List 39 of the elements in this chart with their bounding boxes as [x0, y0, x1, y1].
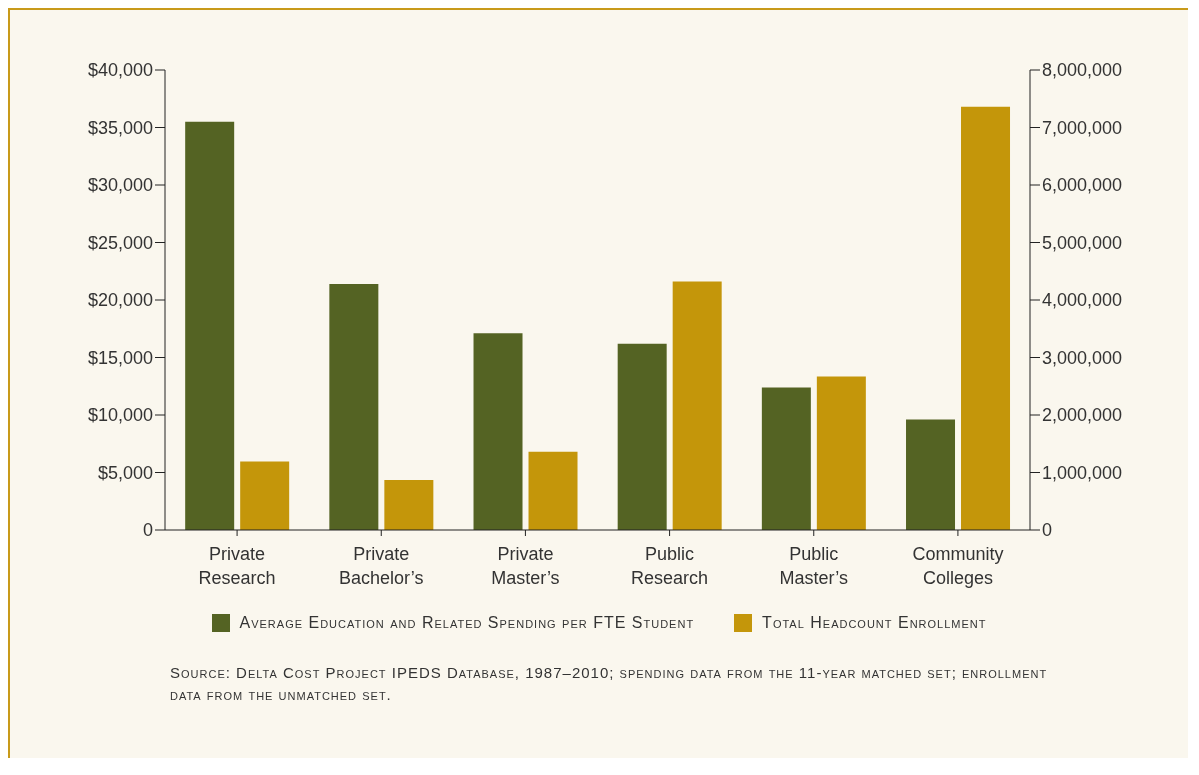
bar [473, 333, 523, 530]
bar [961, 106, 1011, 530]
y2-tick-label: 0 [1042, 520, 1053, 541]
y-tick-label: $10,000 [87, 405, 153, 426]
bar [672, 281, 722, 530]
y-tick-label: $5,000 [97, 462, 153, 483]
y2-tick-label: 2,000,000 [1042, 405, 1123, 426]
x-tick-label: Public Research [631, 544, 709, 588]
bar [384, 479, 434, 530]
x-tick-label: Private Master’s [491, 544, 560, 588]
legend-label: Total Headcount Enrollment [762, 614, 987, 632]
bar [617, 343, 667, 530]
bar [906, 419, 956, 530]
x-tick-label: Private Bachelor’s [339, 544, 424, 588]
bar [240, 461, 290, 530]
y2-tick-label: 3,000,000 [1042, 347, 1123, 368]
y2-tick-label: 4,000,000 [1042, 290, 1123, 311]
x-tick-label: Private Research [198, 544, 276, 588]
y2-tick-label: 8,000,000 [1042, 60, 1123, 81]
y-tick-label: $30,000 [87, 175, 153, 196]
y-tick-label: $20,000 [87, 290, 153, 311]
bar [816, 376, 866, 530]
bar [185, 121, 235, 530]
y2-tick-label: 5,000,000 [1042, 232, 1123, 253]
y2-tick-label: 6,000,000 [1042, 175, 1123, 196]
y-tick-label: $35,000 [87, 117, 153, 138]
bar [329, 283, 379, 530]
legend-label: Average Education and Related Spending per FTE Student [239, 614, 695, 632]
y-tick-label: 0 [142, 520, 153, 541]
y-tick-label: $25,000 [87, 232, 153, 253]
y-tick-label: $15,000 [87, 347, 153, 368]
bar [528, 451, 578, 530]
y-tick-label: $40,000 [87, 60, 153, 81]
y2-tick-label: 1,000,000 [1042, 462, 1123, 483]
y2-tick-label: 7,000,000 [1042, 117, 1123, 138]
bar [761, 387, 811, 530]
x-tick-label: Public Master’s [779, 544, 848, 588]
x-tick-label: Community Colleges [912, 544, 1004, 588]
source-note: Source: Delta Cost Project IPEDS Database, 1987–2010; spending data from the 11-year matched set; enrollment data from the unmatched set. [170, 663, 1049, 705]
